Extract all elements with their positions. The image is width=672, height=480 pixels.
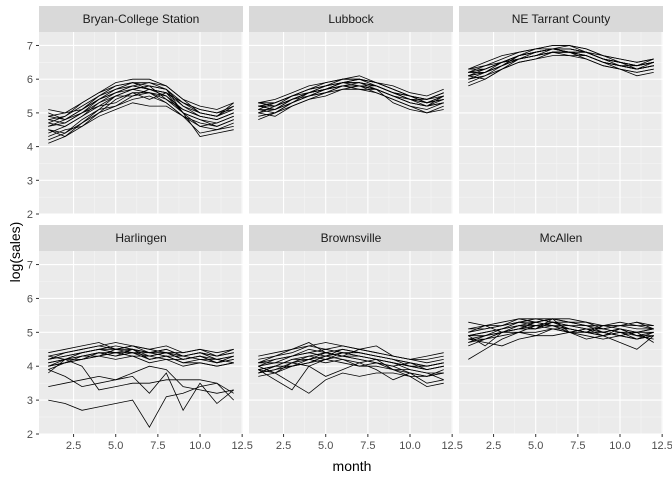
- panel-background: [39, 32, 243, 214]
- x-tick-label: 5.0: [108, 440, 123, 452]
- series-line: [258, 75, 444, 104]
- series-line: [258, 348, 444, 367]
- y-tick-label: 7: [27, 40, 33, 52]
- series-line: [48, 92, 234, 144]
- facet-strip: [39, 6, 243, 32]
- x-tick-label: 10.0: [609, 440, 630, 452]
- facet-strip-label: Brownsville: [321, 231, 382, 245]
- y-tick-label: 2: [27, 429, 33, 441]
- x-tick-label: 12.5: [441, 440, 462, 452]
- series-line: [258, 82, 444, 110]
- panel-background: [249, 251, 453, 434]
- series-line: [48, 85, 234, 124]
- x-tick-label: 7.5: [150, 440, 165, 452]
- series-line: [468, 55, 654, 83]
- series-line: [48, 358, 234, 394]
- series-line: [468, 51, 654, 80]
- series-line: [48, 95, 234, 137]
- series-line: [468, 325, 654, 347]
- facet-strip-label: Lubbock: [328, 12, 374, 26]
- facet-strip: [459, 6, 663, 32]
- series-line: [48, 342, 234, 360]
- series-line: [48, 372, 234, 412]
- x-tick-label: 5.0: [528, 440, 543, 452]
- series-line: [468, 321, 654, 337]
- series-line: [48, 78, 234, 114]
- y-tick-label: 2: [27, 209, 33, 221]
- facet-panels: Bryan-College Station 2 3 4 5 6 7 Lubbock NE Tar…: [27, 6, 672, 452]
- series-line: [258, 352, 444, 371]
- series-line: [468, 48, 654, 73]
- series-line: [258, 355, 444, 377]
- y-tick-label: 7: [27, 260, 33, 272]
- facet-strip-label: McAllen: [540, 231, 583, 245]
- panel-background: [249, 32, 453, 214]
- series-line: [48, 88, 234, 141]
- series-line: [48, 352, 234, 364]
- facet-strip-label: Harlingen: [115, 231, 166, 245]
- x-tick-label: 12.5: [231, 440, 252, 452]
- y-tick-label: 3: [27, 395, 33, 407]
- x-tick-label: 10.0: [189, 440, 210, 452]
- y-tick-label: 5: [27, 108, 33, 120]
- series-line: [48, 82, 234, 124]
- facet-strip-label: Bryan-College Station: [83, 12, 200, 26]
- facet-panel: Brownsville 2.5 5.0 7.5 10.0 12.5: [249, 225, 463, 452]
- x-tick-label: 12.5: [651, 440, 672, 452]
- series-line: [468, 45, 654, 70]
- series-line: [468, 321, 654, 333]
- x-tick-label: 2.5: [66, 440, 81, 452]
- panel-background: [459, 32, 663, 214]
- x-tick-label: 7.5: [570, 440, 585, 452]
- facet-strip: [249, 225, 453, 251]
- facet-strip: [39, 225, 243, 251]
- facet-panel: Bryan-College Station 2 3 4 5 6 7: [27, 6, 243, 221]
- series-line: [468, 318, 654, 347]
- series-line: [258, 85, 444, 114]
- facet-panel: Harlingen 2 3 4 5 6 7 2.5 5.0 7.5 10.0 12.5: [27, 225, 253, 452]
- series-line: [468, 51, 654, 80]
- y-tick-label: 4: [27, 361, 33, 373]
- y-tick-label: 4: [27, 142, 33, 154]
- series-line: [258, 365, 444, 394]
- panel-background: [39, 251, 243, 434]
- series-line: [258, 362, 444, 391]
- y-tick-label: 5: [27, 327, 33, 339]
- y-tick-label: 6: [27, 74, 33, 86]
- series-line: [258, 88, 444, 117]
- series-line: [48, 348, 234, 360]
- x-tick-label: 2.5: [486, 440, 501, 452]
- series-line: [468, 318, 654, 330]
- facet-strip-label: NE Tarrant County: [512, 12, 611, 26]
- facet-panel: NE Tarrant County: [459, 6, 663, 215]
- y-tick-label: 3: [27, 175, 33, 187]
- series-line: [468, 325, 654, 343]
- series-line: [258, 358, 444, 377]
- series-line: [258, 342, 444, 360]
- x-tick-label: 2.5: [276, 440, 291, 452]
- x-tick-label: 5.0: [318, 440, 333, 452]
- series-line: [258, 78, 444, 104]
- series-line: [48, 92, 234, 134]
- x-tick-label: 7.5: [360, 440, 375, 452]
- series-line: [48, 355, 234, 367]
- facet-panel: McAllen 2.5 5.0 7.5 10.0 12.5: [459, 225, 672, 452]
- series-line: [468, 328, 654, 360]
- facet-strip: [249, 6, 453, 32]
- x-tick-label: 10.0: [399, 440, 420, 452]
- x-axis-title: month: [333, 458, 372, 474]
- facet-strip: [459, 225, 663, 251]
- series-line: [48, 382, 234, 428]
- series-line: [48, 88, 234, 127]
- series-line: [258, 358, 444, 381]
- y-axis-title: log(sales): [7, 222, 23, 283]
- series-line: [468, 318, 654, 330]
- series-line: [48, 102, 234, 137]
- y-tick-label: 6: [27, 293, 33, 305]
- series-line: [258, 342, 444, 364]
- facet-panel: Lubbock: [249, 6, 453, 215]
- series-line: [48, 365, 234, 394]
